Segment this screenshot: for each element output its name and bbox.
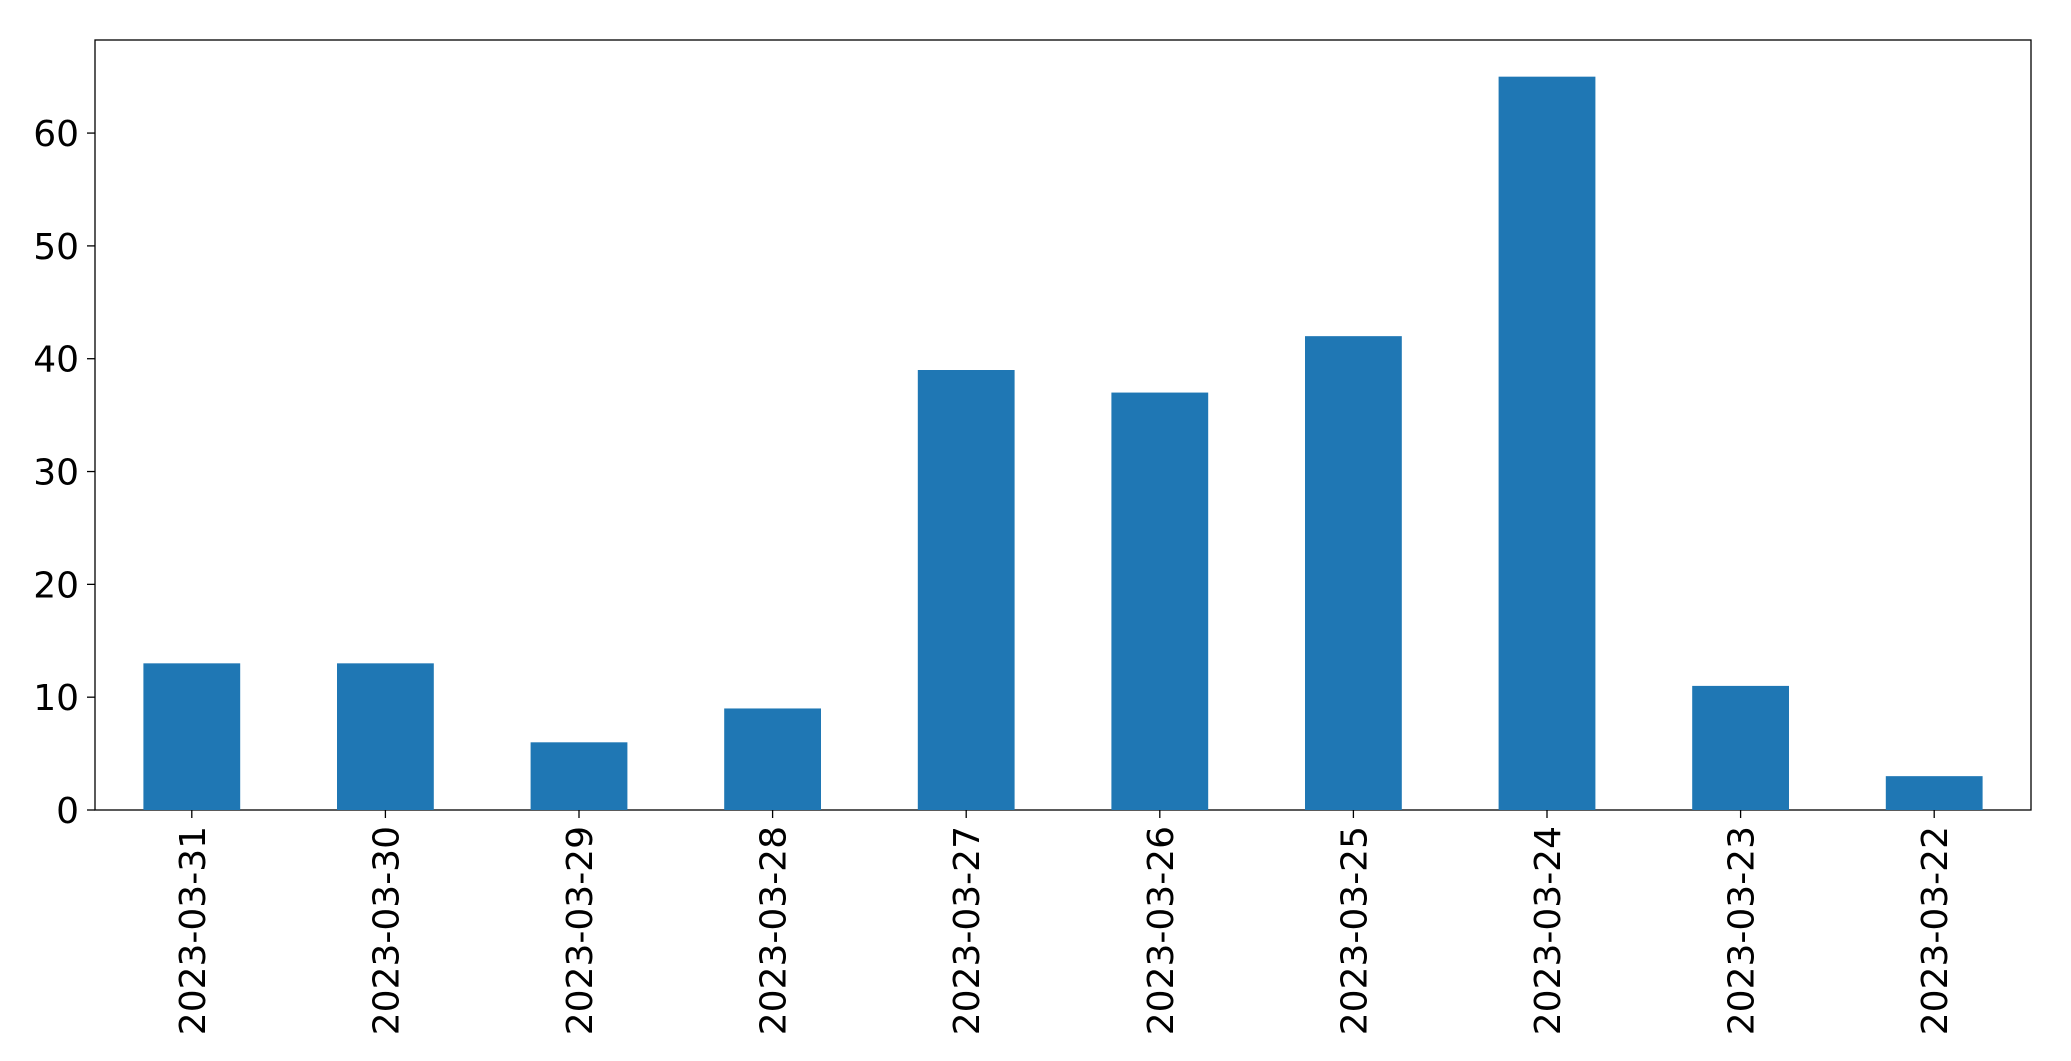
- x-tick-label: 2023-03-30: [366, 826, 407, 1035]
- bar: [530, 742, 628, 810]
- bar: [1498, 76, 1596, 810]
- y-tick-label: 40: [33, 340, 79, 381]
- y-tick-label: 20: [33, 565, 79, 606]
- bar: [337, 663, 434, 810]
- axes-frame: [94, 39, 2032, 811]
- y-tick-label: 50: [33, 227, 79, 268]
- x-tick-label: 2023-03-22: [1915, 826, 1956, 1035]
- bar: [1305, 336, 1402, 810]
- bar: [917, 370, 1015, 810]
- x-tick-label: 2023-03-26: [1141, 826, 1182, 1035]
- bar: [143, 663, 241, 810]
- y-tick-label: 60: [33, 114, 79, 155]
- x-tick-label: 2023-03-31: [173, 826, 214, 1035]
- x-tick-label: 2023-03-28: [754, 826, 795, 1035]
- x-tick-label: 2023-03-27: [947, 826, 988, 1035]
- y-tick-label: 30: [33, 453, 79, 494]
- y-tick-label: 0: [56, 791, 79, 832]
- bar: [1885, 776, 1983, 810]
- x-tick-label: 2023-03-24: [1528, 826, 1569, 1035]
- bar: [724, 708, 821, 810]
- x-tick-label: 2023-03-29: [560, 826, 601, 1035]
- x-tick-label: 2023-03-23: [1722, 826, 1763, 1035]
- x-tick-label: 2023-03-25: [1334, 826, 1375, 1035]
- bar: [1111, 392, 1209, 810]
- y-tick-label: 10: [33, 678, 79, 719]
- bar: [1692, 685, 1789, 810]
